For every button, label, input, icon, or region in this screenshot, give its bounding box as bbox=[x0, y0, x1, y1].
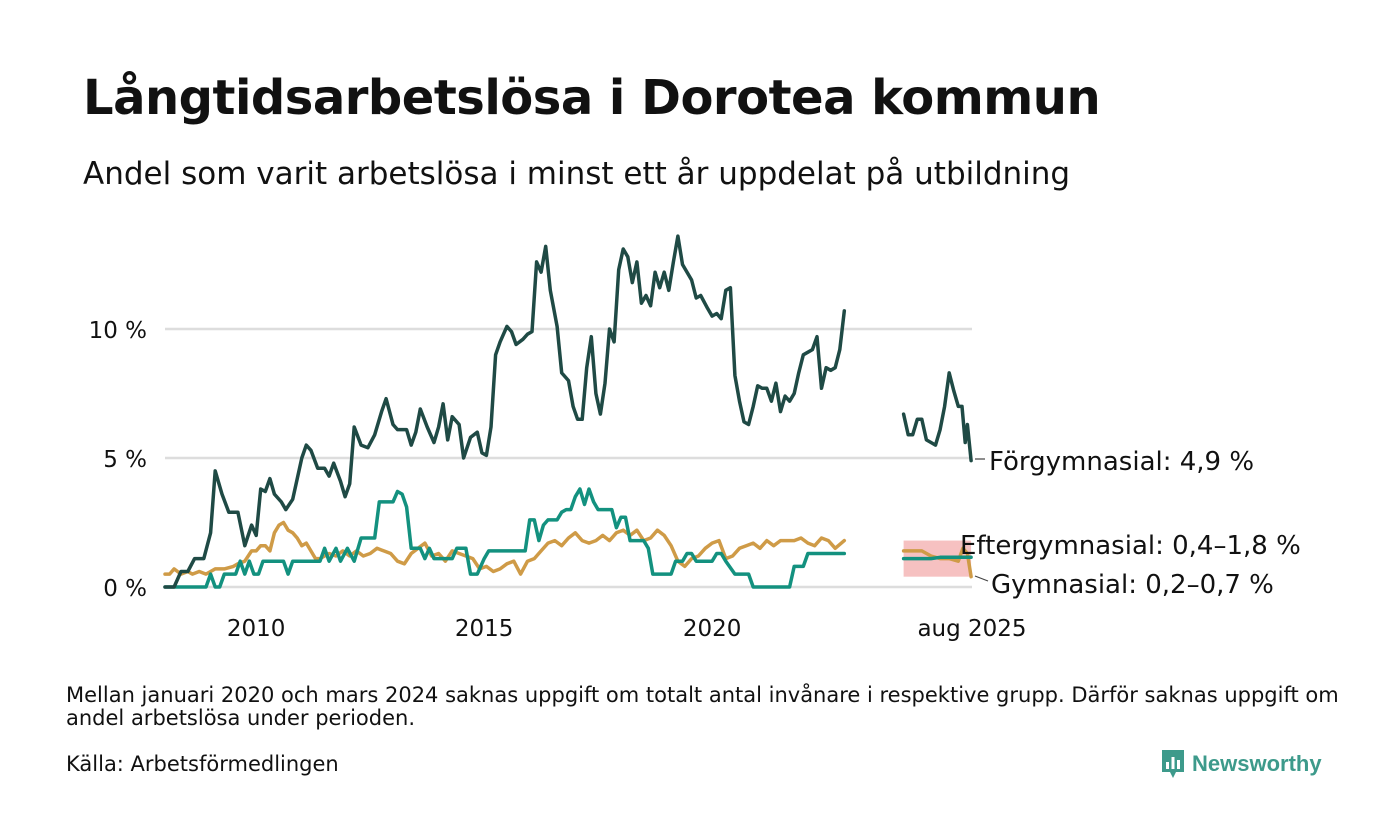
series-line-gymnasial bbox=[163, 487, 847, 589]
source-text: Källa: Arbetsförmedlingen bbox=[66, 752, 339, 776]
chart-title: Långtidsarbetslösa i Dorotea kommun bbox=[83, 70, 1101, 126]
series-line-förgymnasial bbox=[901, 371, 973, 463]
brand-name: Newsworthy bbox=[1192, 751, 1322, 776]
y-tick-label: 5 % bbox=[103, 447, 147, 473]
x-tick-label: 2015 bbox=[455, 616, 514, 642]
series-label-förgymnasial: Förgymnasial: 4,9 % bbox=[989, 447, 1254, 477]
series-line-eftergymnasial bbox=[163, 520, 847, 576]
x-tick-label: aug 2025 bbox=[917, 616, 1026, 642]
label-leader bbox=[974, 575, 989, 582]
y-axis-labels: 0 % 5 % 10 % bbox=[89, 318, 147, 602]
series-lines bbox=[163, 234, 973, 589]
series-labels: Förgymnasial: 4,9 % Eftergymnasial: 0,4–1… bbox=[960, 447, 1301, 600]
y-tick-label: 0 % bbox=[103, 576, 147, 602]
series-line-gymnasial bbox=[901, 555, 973, 561]
x-axis-labels: 2010 2015 2020 aug 2025 bbox=[227, 616, 1027, 642]
series-line-förgymnasial bbox=[163, 234, 847, 589]
x-tick-label: 2020 bbox=[683, 616, 742, 642]
newsworthy-icon bbox=[1162, 750, 1184, 778]
chart-subtitle: Andel som varit arbetslösa i minst ett å… bbox=[83, 156, 1071, 192]
x-tick-label: 2010 bbox=[227, 616, 286, 642]
grid-lines bbox=[165, 327, 972, 589]
footnote: Mellan januari 2020 och mars 2024 saknas… bbox=[66, 683, 1339, 730]
series-label-gymnasial: Gymnasial: 0,2–0,7 % bbox=[991, 570, 1274, 600]
newsworthy-logo[interactable]: Newsworthy bbox=[1160, 748, 1322, 780]
y-tick-label: 10 % bbox=[89, 318, 147, 344]
series-label-eftergymnasial: Eftergymnasial: 0,4–1,8 % bbox=[960, 531, 1301, 561]
